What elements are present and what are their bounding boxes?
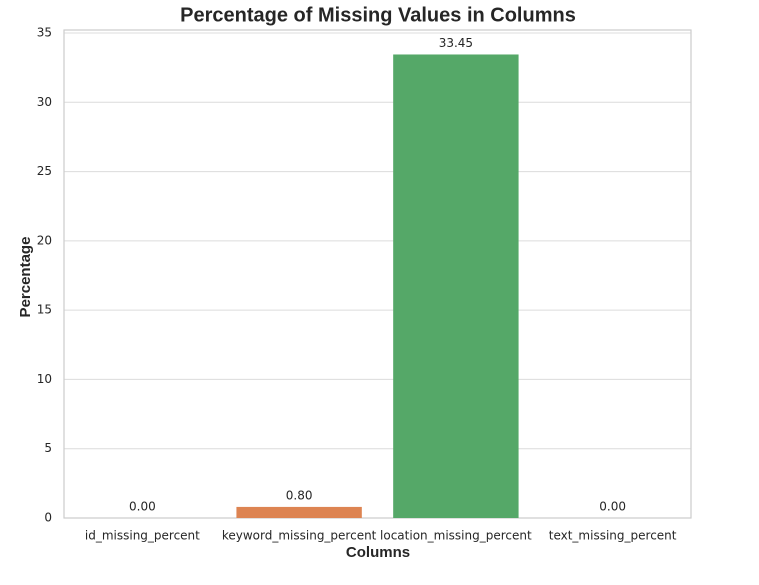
y-tick-label: 0 — [44, 511, 52, 525]
value-label: 33.45 — [439, 36, 473, 50]
y-tick-label: 20 — [37, 233, 52, 247]
x-tick-label: id_missing_percent — [85, 529, 200, 543]
x-axis-label: Columns — [346, 544, 410, 561]
bar — [393, 54, 519, 518]
y-tick-label: 35 — [37, 26, 52, 40]
bar — [236, 506, 362, 518]
y-tick-label: 5 — [44, 441, 52, 455]
x-tick-label: location_missing_percent — [380, 529, 532, 543]
x-tick-label: text_missing_percent — [549, 529, 677, 543]
x-tick-label: keyword_missing_percent — [222, 529, 377, 543]
y-axis-label: Percentage — [17, 237, 34, 318]
y-tick-label: 10 — [37, 372, 52, 386]
y-tick-label: 25 — [37, 164, 52, 178]
value-label: 0.00 — [599, 500, 626, 514]
chart-title: Percentage of Missing Values in Columns — [180, 4, 576, 26]
value-label: 0.80 — [286, 488, 313, 502]
plot-frame — [63, 29, 692, 519]
y-tick-label: 30 — [37, 95, 52, 109]
value-label: 0.00 — [129, 500, 156, 514]
y-tick-label: 15 — [37, 303, 52, 317]
